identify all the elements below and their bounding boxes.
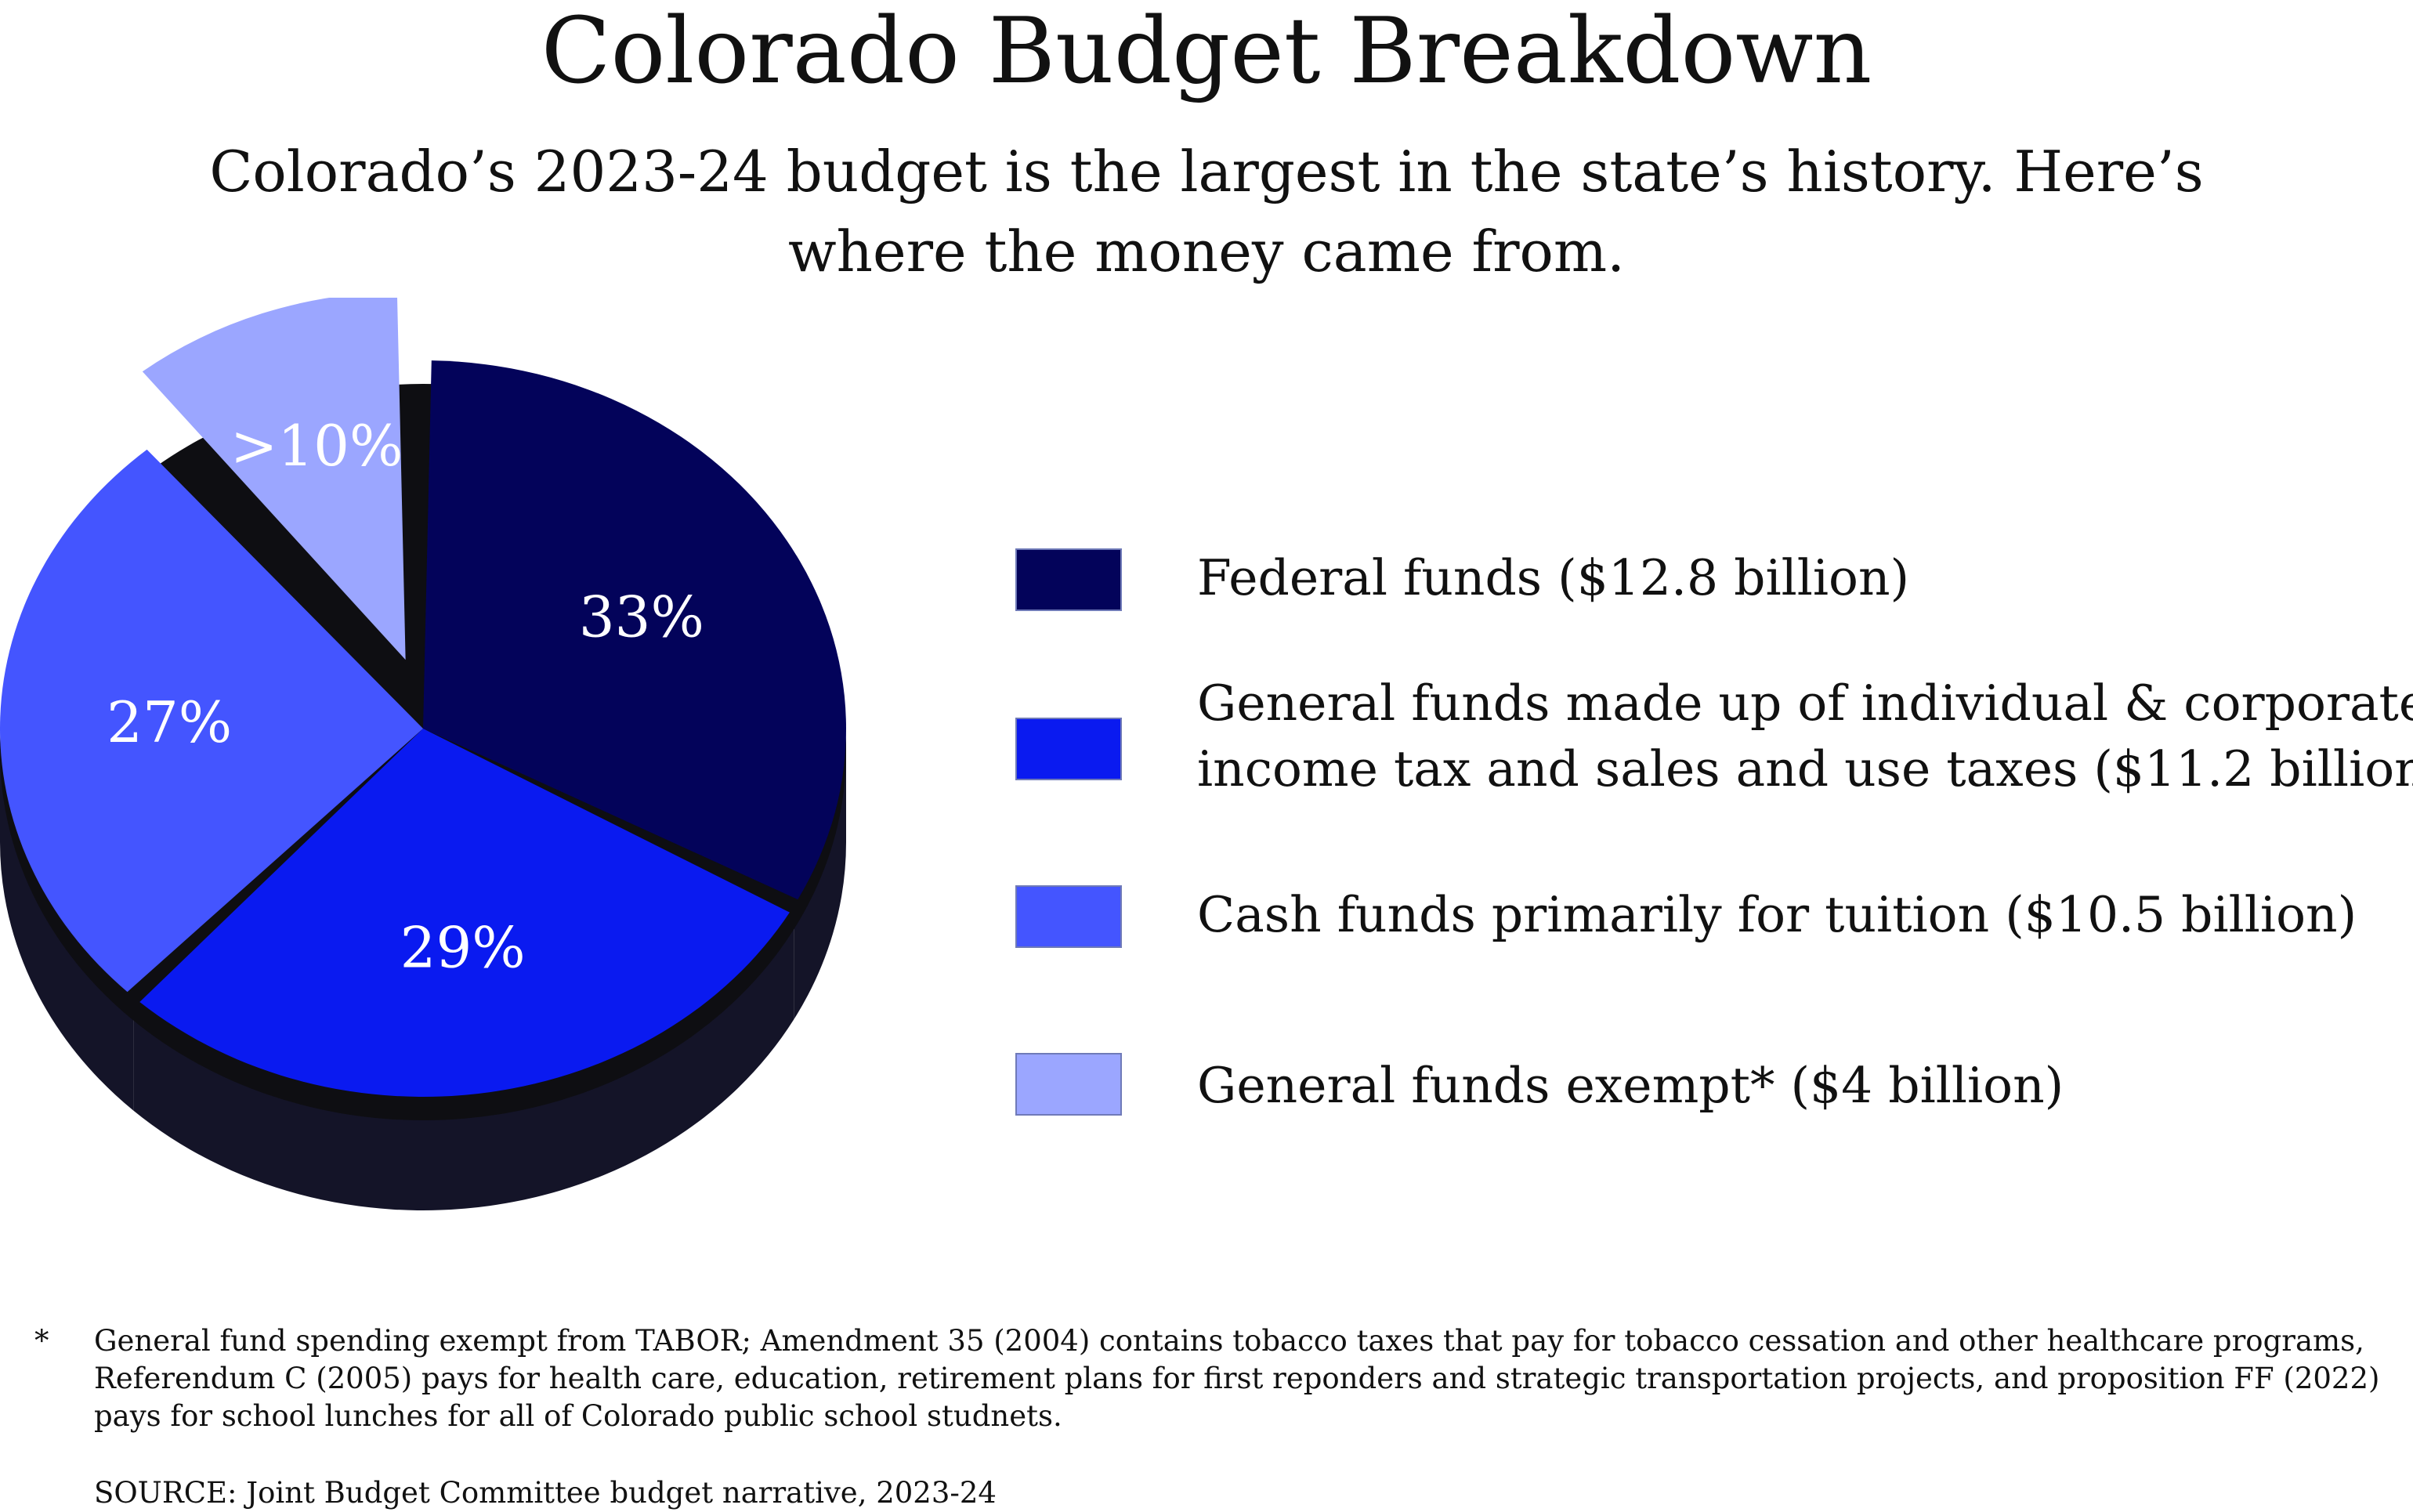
legend-item-federal-funds: Federal funds ($12.8 billion) (1015, 548, 2402, 705)
pie-slice-label: 33% (579, 584, 704, 649)
legend-item-cash-funds: Cash funds primarily for tuition ($10.5 … (1015, 885, 2402, 1042)
pie-side-wall (0, 729, 134, 1111)
pie-slice (423, 360, 846, 900)
pie-chart: 33% 29% 27% >10% (0, 298, 846, 1210)
legend-label-line: income tax and sales and use taxes ($11.… (1197, 740, 2413, 798)
source-note: SOURCE: Joint Budget Committee budget na… (94, 1476, 997, 1510)
legend-label-cash-funds: Cash funds primarily for tuition ($10.5 … (1197, 882, 2357, 948)
legend-label-federal-funds: Federal funds ($12.8 billion) (1197, 545, 1909, 611)
pie-slice (0, 449, 423, 993)
pie-slice (142, 298, 406, 660)
pie-slice-label: 27% (107, 689, 232, 755)
legend-swatch-general-funds (1015, 718, 1122, 780)
legend-swatch-federal-funds (1015, 548, 1122, 611)
subtitle: Colorado’s 2023-24 budget is the largest… (110, 132, 2303, 291)
legend-label-line: Federal funds ($12.8 billion) (1197, 549, 1910, 606)
pie-slice-label: >10% (230, 413, 403, 479)
pie-slice (139, 729, 790, 1097)
footnote-mark: * (34, 1324, 49, 1358)
footnote-text: General fund spending exempt from TABOR;… (94, 1324, 2380, 1433)
pie-slices (0, 298, 846, 1097)
subtitle-line-2: where the money came from. (787, 219, 1626, 284)
legend-swatch-cash-funds (1015, 885, 1122, 948)
legend-item-general-funds: General funds made up of individual & co… (1015, 675, 2413, 874)
legend-label-general-funds-exempt: General funds exempt* ($4 billion) (1197, 1053, 2064, 1119)
legend-label-line: General funds made up of individual & co… (1197, 675, 2413, 732)
pie-labels: 33% 29% 27% >10% (107, 413, 704, 980)
legend-label-line: General funds exempt* ($4 billion) (1197, 1057, 2064, 1114)
legend-item-general-funds-exempt: General funds exempt* ($4 billion) (1015, 1053, 2402, 1210)
pie-side-wall (133, 906, 794, 1210)
page-title: Colorado Budget Breakdown (541, 0, 1872, 104)
legend-swatch-general-funds-exempt (1015, 1053, 1122, 1116)
legend-label-general-funds: General funds made up of individual & co… (1197, 671, 2413, 802)
legend-label-line: Cash funds primarily for tuition ($10.5 … (1197, 886, 2357, 943)
pie-slice-label: 29% (400, 915, 526, 981)
subtitle-line-1: Colorado’s 2023-24 budget is the largest… (209, 139, 2204, 204)
